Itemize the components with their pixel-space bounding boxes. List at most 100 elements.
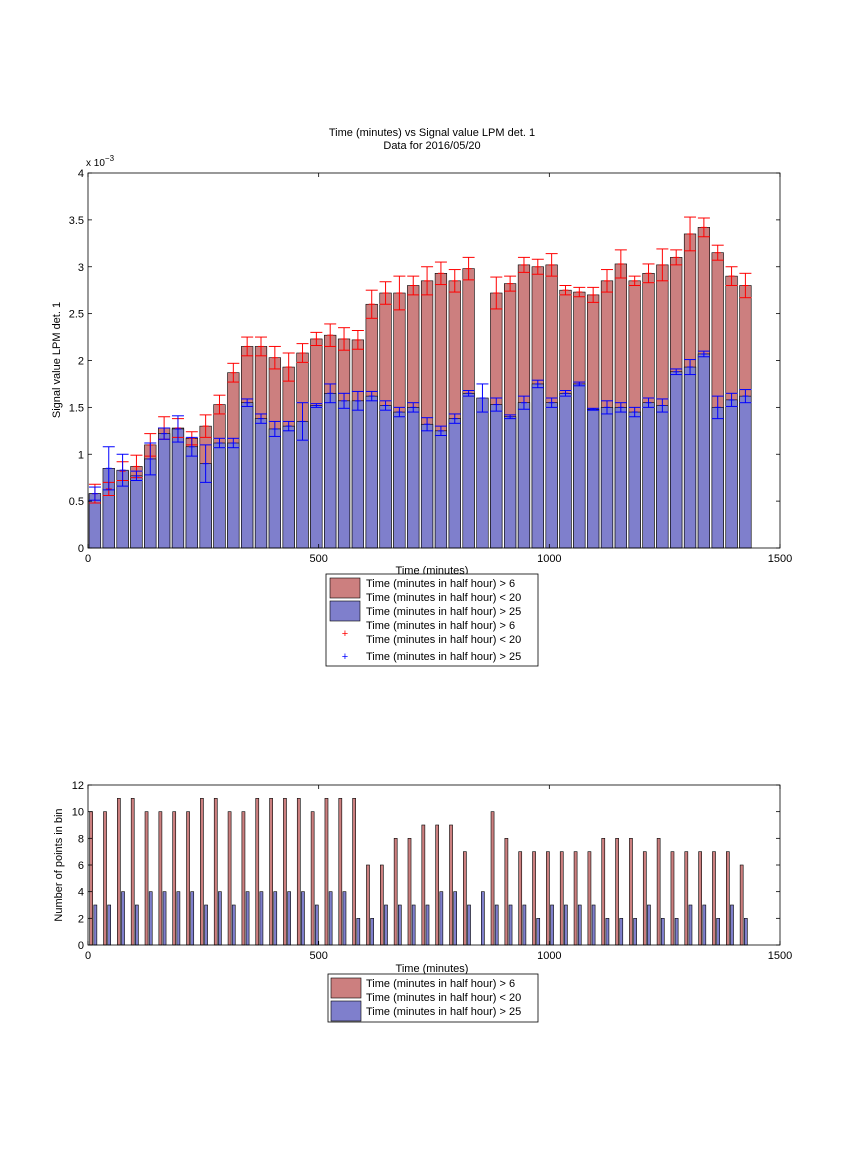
blue-count-bar xyxy=(259,891,264,946)
legend-box xyxy=(327,973,539,1023)
blue-bar xyxy=(600,407,614,549)
blue-count-bar xyxy=(93,904,98,946)
blue-bar xyxy=(241,402,254,549)
blue-bar xyxy=(614,407,627,549)
blue-count-bar xyxy=(231,904,236,946)
red-count-bar xyxy=(366,864,370,946)
red-count-bar xyxy=(269,798,273,946)
y-tick-label: 1 xyxy=(78,449,84,461)
x-tick-label: 500 xyxy=(309,553,327,565)
blue-bar xyxy=(310,405,323,549)
blue-count-bar xyxy=(467,904,471,946)
blue-count-bar xyxy=(273,891,278,946)
blue-bar xyxy=(171,428,185,549)
red-count-bar xyxy=(684,851,689,946)
red-count-bar xyxy=(532,851,536,946)
legend-blue-patch xyxy=(329,600,361,622)
legend-red-marker-label-2: Time (minutes in half hour) < 20 xyxy=(366,634,521,646)
blue-count-bar xyxy=(218,891,222,946)
y-tick-label: 2 xyxy=(78,913,84,925)
y-tick-label: 2 xyxy=(78,356,84,368)
blue-count-bars xyxy=(93,891,748,946)
red-count-bar xyxy=(172,811,177,946)
red-count-bar xyxy=(504,838,509,946)
legend-red-marker: + xyxy=(342,628,348,640)
blue-count-bar xyxy=(162,891,167,946)
blue-bar xyxy=(573,383,586,549)
blue-count-bar xyxy=(619,918,624,946)
red-count-bar xyxy=(89,811,94,946)
blue-count-bar xyxy=(328,891,333,946)
blue-bar xyxy=(670,371,683,549)
blue-bar xyxy=(490,404,503,549)
blue-count-bar xyxy=(550,904,554,946)
red-count-bar xyxy=(310,811,315,946)
signal-bar-chart: 0 500 1000 1500 00.511.522.533.54 x 10−3 Ti… xyxy=(51,154,792,577)
red-count-bar xyxy=(656,838,661,946)
red-count-bar xyxy=(712,851,716,946)
y-tick-label: 0 xyxy=(78,940,84,952)
y-tick-label: 8 xyxy=(78,833,84,845)
blue-bar xyxy=(476,397,489,549)
red-count-bar xyxy=(601,838,606,946)
legend-red-label-2: Time (minutes in half hour) < 20 xyxy=(366,992,521,1004)
legend-red-label-1: Time (minutes in half hour) > 6 xyxy=(366,978,515,990)
blue-count-bar xyxy=(135,904,139,946)
y-axis-ticks: 0 2 4 6 8 10 12 xyxy=(72,780,780,952)
legend-red-patch xyxy=(330,977,362,999)
legend-blue-marker: + xyxy=(342,651,348,663)
blue-bar xyxy=(213,442,226,549)
legend-blue-marker-label: Time (minutes in half hour) > 25 xyxy=(366,651,521,663)
blue-count-bar xyxy=(384,904,388,946)
blue-count-bar xyxy=(148,891,153,946)
red-count-bar xyxy=(435,824,440,946)
red-count-bar xyxy=(698,851,702,946)
chart-subtitle: Data for 2016/05/20 xyxy=(383,140,480,152)
blue-count-bar xyxy=(674,918,679,946)
legend-red-label-2: Time (minutes in half hour) < 20 xyxy=(366,592,521,604)
red-count-bar xyxy=(670,851,675,946)
y-tick-label: 0.5 xyxy=(69,496,84,508)
blue-bar xyxy=(434,430,448,549)
blue-bar xyxy=(545,402,558,549)
x-tick-label: 0 xyxy=(85,553,91,565)
blue-count-bar xyxy=(301,891,305,946)
blue-count-bar xyxy=(287,891,291,946)
blue-bar xyxy=(697,353,710,549)
blue-count-bar xyxy=(190,891,195,946)
blue-bar xyxy=(324,393,337,549)
red-count-bar xyxy=(726,851,730,946)
blue-bar xyxy=(268,428,281,549)
blue-bar xyxy=(393,411,406,549)
y-tick-label: 3 xyxy=(78,262,84,274)
red-count-bar xyxy=(200,798,204,946)
red-count-bar xyxy=(615,838,619,946)
x-axis-label: Time (minutes) xyxy=(396,963,469,975)
blue-bar xyxy=(739,395,752,549)
red-count-bar xyxy=(380,864,384,946)
blue-count-bar xyxy=(633,918,637,946)
red-count-bar xyxy=(739,864,744,946)
legend-red-patch xyxy=(329,577,361,599)
red-count-bar xyxy=(227,811,232,946)
red-count-bar xyxy=(629,838,633,946)
legend-blue-patch xyxy=(330,1000,362,1022)
red-count-bar xyxy=(559,851,564,946)
blue-count-bar xyxy=(522,904,527,946)
blue-bar xyxy=(282,425,295,549)
red-count-bar xyxy=(407,838,412,946)
legend-blue-label: Time (minutes in half hour) > 25 xyxy=(366,1006,521,1018)
legend-red-label-1: Time (minutes in half hour) > 6 xyxy=(366,578,515,590)
blue-bar xyxy=(628,411,641,549)
blue-count-bar xyxy=(591,904,596,946)
y-tick-label: 4 xyxy=(78,168,84,180)
blue-bar xyxy=(587,408,600,549)
red-count-bar xyxy=(117,798,121,946)
blue-count-bar xyxy=(411,904,416,946)
red-count-bar xyxy=(213,798,218,946)
red-count-bar xyxy=(186,811,190,946)
blue-bar xyxy=(531,383,544,549)
blue-bar xyxy=(254,418,268,549)
blue-count-bar xyxy=(605,918,610,946)
points-per-bin-chart: 0 500 1000 1500 0 2 4 6 8 10 12 Time (minutes) Nu… xyxy=(53,780,792,975)
